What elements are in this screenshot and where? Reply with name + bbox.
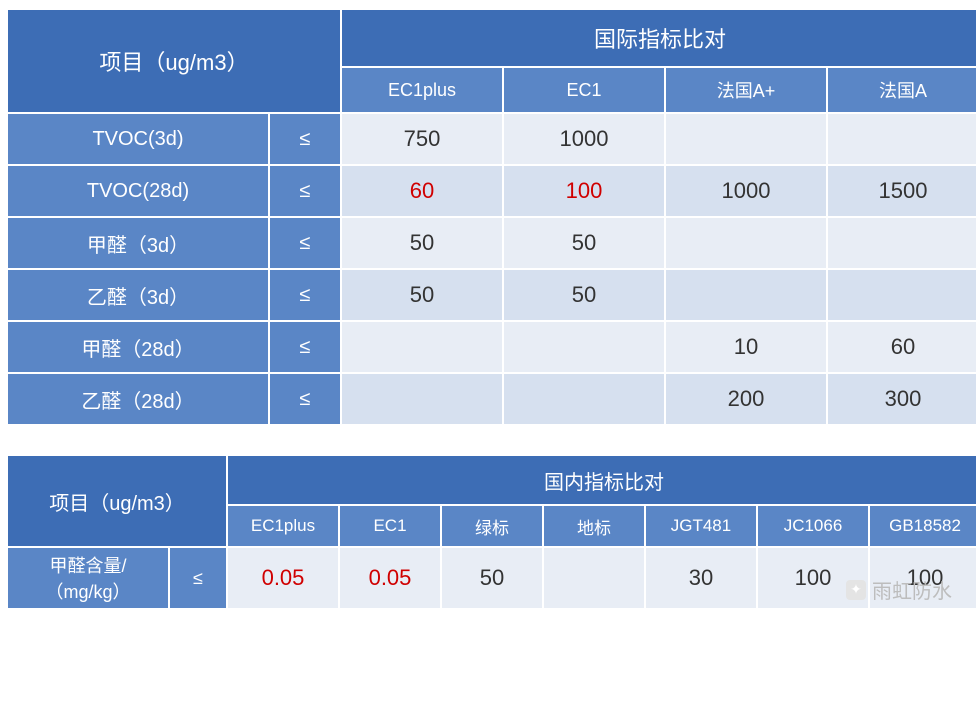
data-cell: 750 bbox=[342, 114, 502, 164]
data-cell bbox=[666, 218, 826, 268]
row-label: 甲醛（28d） bbox=[8, 322, 268, 372]
data-cell: 10 bbox=[666, 322, 826, 372]
row-operator: ≤ bbox=[270, 166, 340, 216]
data-cell bbox=[666, 270, 826, 320]
data-cell: 30 bbox=[646, 548, 756, 608]
sub-header-3: 地标 bbox=[544, 506, 644, 546]
group-header: 国内指标比对 bbox=[228, 456, 976, 504]
data-cell: 1000 bbox=[666, 166, 826, 216]
data-cell: 50 bbox=[442, 548, 542, 608]
sub-header-3: 法国A bbox=[828, 68, 976, 112]
wechat-icon: ✦ bbox=[846, 580, 866, 600]
data-cell: 50 bbox=[342, 218, 502, 268]
data-cell: 0.05 bbox=[340, 548, 440, 608]
sub-header-2: 法国A+ bbox=[666, 68, 826, 112]
data-cell: 60 bbox=[342, 166, 502, 216]
data-cell: 60 bbox=[828, 322, 976, 372]
sub-header-5: JC1066 bbox=[758, 506, 868, 546]
sub-header-0: EC1plus bbox=[228, 506, 338, 546]
row-operator: ≤ bbox=[170, 548, 226, 608]
row-label: 乙醛（28d） bbox=[8, 374, 268, 424]
data-cell: 200 bbox=[666, 374, 826, 424]
sub-header-4: JGT481 bbox=[646, 506, 756, 546]
data-cell: 0.05 bbox=[228, 548, 338, 608]
row-operator: ≤ bbox=[270, 322, 340, 372]
data-cell: 50 bbox=[342, 270, 502, 320]
group-header: 国际指标比对 bbox=[342, 10, 976, 66]
row-label: 乙醛（3d） bbox=[8, 270, 268, 320]
data-cell: 50 bbox=[504, 270, 664, 320]
data-cell: 300 bbox=[828, 374, 976, 424]
watermark: ✦ 雨虹防水 bbox=[846, 575, 952, 604]
watermark-text: 雨虹防水 bbox=[872, 575, 952, 604]
row-label: TVOC(3d) bbox=[8, 114, 268, 164]
data-cell bbox=[504, 374, 664, 424]
sub-header-6: GB18582 bbox=[870, 506, 976, 546]
row-operator: ≤ bbox=[270, 114, 340, 164]
data-cell: 50 bbox=[504, 218, 664, 268]
row-operator: ≤ bbox=[270, 270, 340, 320]
data-cell bbox=[504, 322, 664, 372]
data-cell bbox=[342, 374, 502, 424]
data-cell bbox=[828, 270, 976, 320]
sub-header-2: 绿标 bbox=[442, 506, 542, 546]
data-cell bbox=[342, 322, 502, 372]
data-cell: 100 bbox=[504, 166, 664, 216]
sub-header-1: EC1 bbox=[504, 68, 664, 112]
data-cell: 1500 bbox=[828, 166, 976, 216]
data-cell bbox=[828, 218, 976, 268]
project-header: 项目（ug/m3） bbox=[8, 10, 340, 112]
row-label: 甲醛含量/（mg/kg） bbox=[8, 548, 168, 608]
project-header: 项目（ug/m3） bbox=[8, 456, 226, 546]
data-cell: 1000 bbox=[504, 114, 664, 164]
sub-header-0: EC1plus bbox=[342, 68, 502, 112]
sub-header-1: EC1 bbox=[340, 506, 440, 546]
comparison-table-2: 项目（ug/m3）国内指标比对EC1plusEC1绿标地标JGT481JC106… bbox=[6, 454, 976, 610]
row-operator: ≤ bbox=[270, 374, 340, 424]
data-cell bbox=[666, 114, 826, 164]
data-cell bbox=[544, 548, 644, 608]
row-operator: ≤ bbox=[270, 218, 340, 268]
comparison-table-1: 项目（ug/m3）国际指标比对EC1plusEC1法国A+法国A TVOC(3d)… bbox=[6, 8, 976, 426]
row-label: 甲醛（3d） bbox=[8, 218, 268, 268]
row-label: TVOC(28d) bbox=[8, 166, 268, 216]
data-cell bbox=[828, 114, 976, 164]
